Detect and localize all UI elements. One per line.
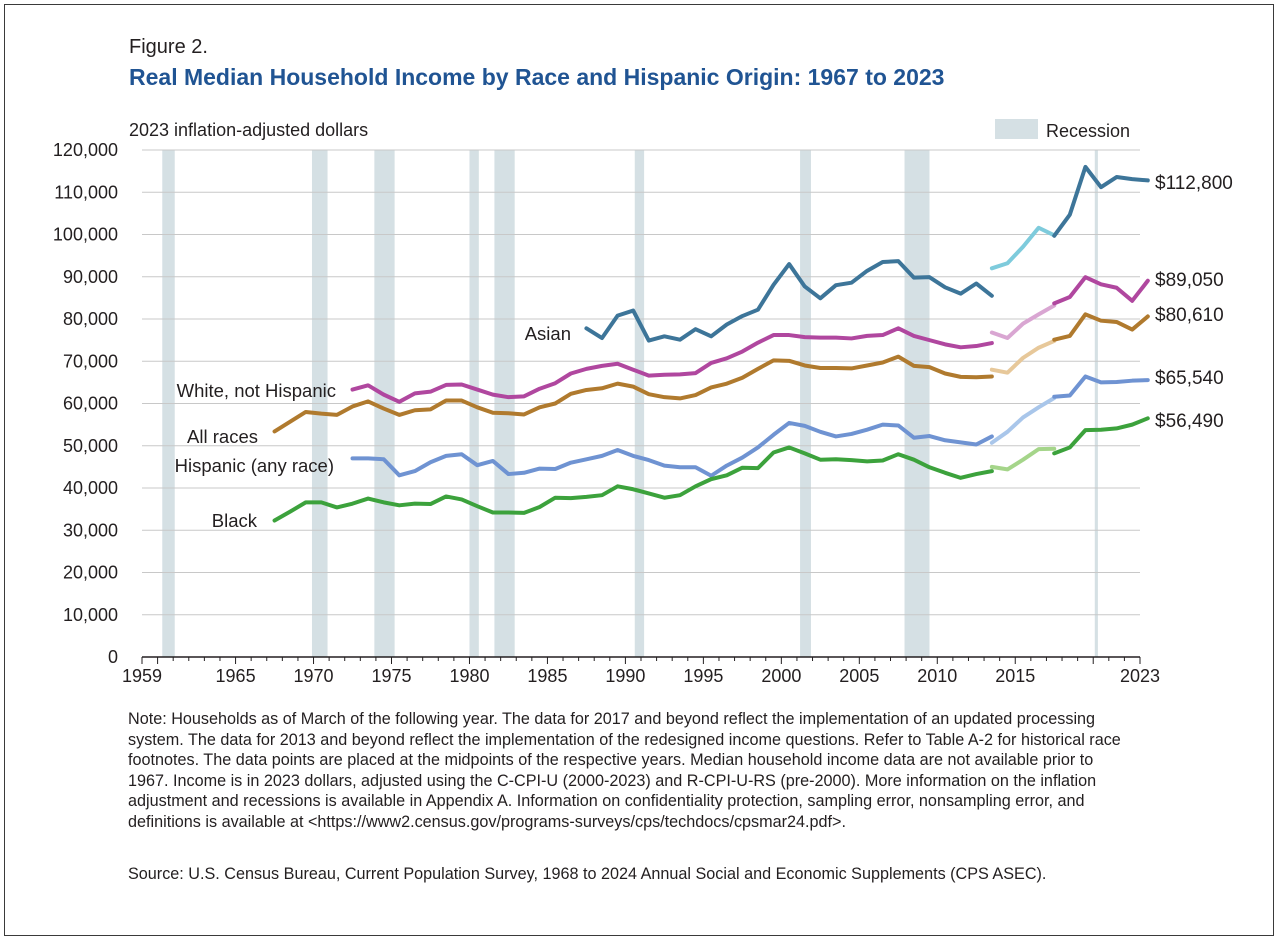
series-line-white-not-hispanic xyxy=(989,303,1057,341)
y-tick-label: 40,000 xyxy=(63,478,118,498)
figure-title: Real Median Household Income by Race and… xyxy=(129,64,945,90)
series-line-all-races xyxy=(1052,312,1150,342)
series-label-all-races: All races xyxy=(187,426,258,447)
y-tick-label: 120,000 xyxy=(53,140,118,160)
series-line-white-not-hispanic xyxy=(350,326,994,404)
x-tick-label: 1970 xyxy=(294,666,334,686)
end-value-label: $80,610 xyxy=(1155,305,1224,326)
series-label-asian: Asian xyxy=(525,323,571,344)
y-axis-label: 2023 inflation-adjusted dollars xyxy=(129,120,368,140)
y-tick-label: 30,000 xyxy=(63,520,118,540)
series-lines xyxy=(272,164,1150,523)
end-value-label: $89,050 xyxy=(1155,270,1224,291)
series-line-all-races xyxy=(989,338,1057,375)
y-tick-label: 50,000 xyxy=(63,436,118,456)
figure-note: Note: Households as of March of the foll… xyxy=(128,710,1121,831)
series-line-all-races xyxy=(272,354,994,434)
legend-recession-swatch xyxy=(995,119,1038,139)
x-tick-label: 1995 xyxy=(683,666,723,686)
series-line-hispanic-any-race xyxy=(1052,374,1150,399)
y-tick-label: 20,000 xyxy=(63,563,118,583)
y-tick-label: 10,000 xyxy=(63,605,118,625)
figure-label: Figure 2. xyxy=(129,36,208,58)
series-line-white-not-hispanic xyxy=(1052,275,1150,306)
y-tick-label: 90,000 xyxy=(63,267,118,287)
series-line-black xyxy=(272,445,994,523)
axes: 0 10,000 20,000 30,000 40,000 50,000 60,000 70,… xyxy=(53,140,1160,686)
series-line-hispanic-any-race xyxy=(989,396,1057,445)
x-tick-label: 2015 xyxy=(995,666,1035,686)
series-line-black xyxy=(1052,416,1150,456)
y-tick-label: 100,000 xyxy=(53,225,118,245)
series-line-hispanic-any-race xyxy=(350,420,994,478)
series-label-black: Black xyxy=(212,510,258,531)
y-tick-label: 110,000 xyxy=(54,182,118,202)
x-tick-label: 1975 xyxy=(371,666,411,686)
series-line-asian xyxy=(1052,164,1150,238)
legend-recession-label: Recession xyxy=(1046,121,1130,141)
end-value-label: $56,490 xyxy=(1155,411,1224,432)
legend: Recession xyxy=(995,119,1130,141)
end-value-label: $112,800 xyxy=(1155,173,1233,194)
y-tick-label: 0 xyxy=(108,647,118,667)
x-tick-label: 2000 xyxy=(761,666,801,686)
figure-source: Source: U.S. Census Bureau, Current Popu… xyxy=(128,865,1047,883)
x-tick-label: 2023 xyxy=(1120,666,1160,686)
x-tick-label: 1985 xyxy=(527,666,567,686)
x-tick-label: 1959 xyxy=(122,666,162,686)
series-line-black xyxy=(989,446,1057,472)
x-tick-label: 1990 xyxy=(605,666,645,686)
series-labels: Asian White, not Hispanic All races Hispani… xyxy=(175,173,1233,531)
y-tick-label: 70,000 xyxy=(63,351,118,371)
x-tick-label: 2010 xyxy=(917,666,957,686)
series-label-white-not-hispanic: White, not Hispanic xyxy=(177,380,336,401)
series-line-asian xyxy=(584,259,994,343)
series-line-asian xyxy=(989,225,1057,271)
x-tick-label: 2005 xyxy=(839,666,879,686)
y-tick-label: 80,000 xyxy=(63,309,118,329)
x-tick-label: 1965 xyxy=(216,666,256,686)
end-value-label: $65,540 xyxy=(1155,368,1224,389)
figure-frame xyxy=(4,4,1274,936)
y-tick-label: 60,000 xyxy=(63,394,118,414)
x-tick-label: 1980 xyxy=(449,666,489,686)
series-label-hispanic-any-race: Hispanic (any race) xyxy=(175,455,334,476)
